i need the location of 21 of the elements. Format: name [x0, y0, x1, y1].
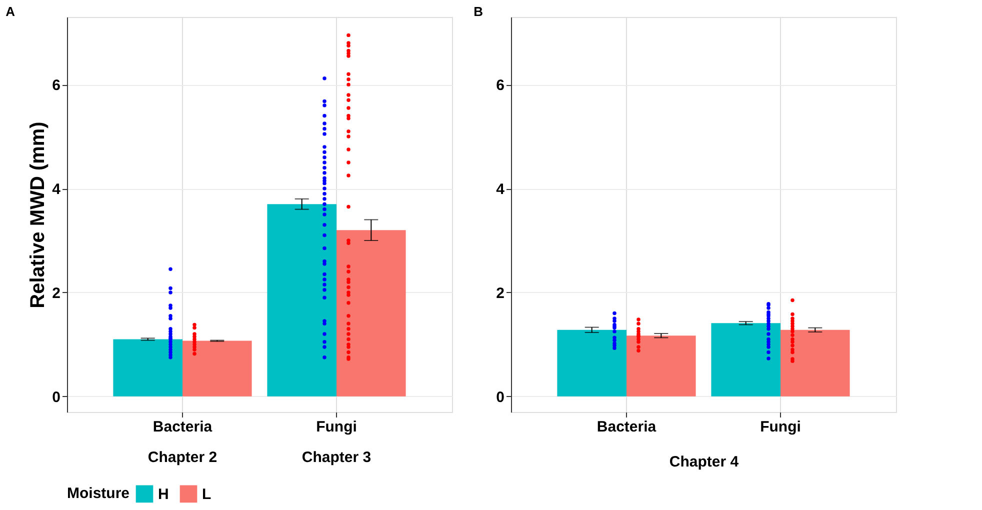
x-tick-label: Fungi — [760, 418, 801, 436]
chart-title: B — [474, 4, 484, 19]
x-tick-label: Bacteria — [152, 418, 213, 436]
x-axis-title: Chapter 4 — [669, 454, 740, 470]
y-tick-label: 6 — [496, 77, 504, 94]
y-tick-label: 2 — [52, 284, 60, 302]
y-axis-title: Relative MWD (mm) — [27, 122, 50, 308]
y-tick-label: 4 — [496, 181, 506, 198]
legend-label: H — [158, 486, 169, 503]
y-tick-label: 0 — [496, 388, 504, 406]
y-tick-label: 4 — [52, 181, 62, 198]
y-tick-label: 0 — [52, 388, 60, 406]
x-tick-label: Fungi — [316, 418, 357, 436]
legend-title: Moisture — [67, 485, 130, 502]
x-tick-label: Bacteria — [596, 418, 657, 436]
y-tick-label: 6 — [52, 77, 60, 94]
y-tick-label: 2 — [496, 284, 504, 302]
text: Chapter 3 — [302, 449, 372, 466]
text: Chapter 2 — [148, 449, 218, 466]
chart-title: A — [6, 4, 16, 19]
legend-label: L — [202, 486, 212, 503]
